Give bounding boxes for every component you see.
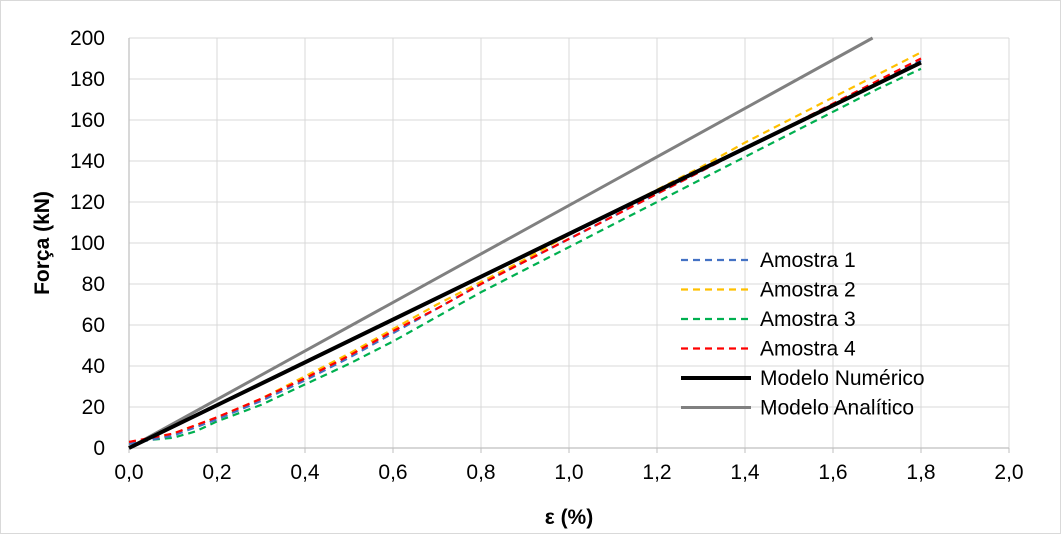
y-tick-label: 100 bbox=[70, 232, 105, 255]
x-tick-label: 0,2 bbox=[202, 461, 231, 484]
y-tick-label: 40 bbox=[82, 355, 105, 378]
x-tick-label: 1,4 bbox=[730, 461, 760, 484]
y-tick-label: 0 bbox=[93, 437, 105, 460]
x-tick-label: 0,8 bbox=[466, 461, 495, 484]
x-tick-label: 2,0 bbox=[994, 461, 1023, 484]
y-tick-label: 60 bbox=[82, 314, 105, 337]
x-tick-labels: 0,0 0,2 0,4 0,6 0,8 1,0 1,2 1,4 1,6 1,8 2,0 bbox=[114, 461, 1023, 484]
legend-label: Amostra 1 bbox=[760, 249, 856, 272]
y-tick-label: 160 bbox=[70, 109, 105, 132]
y-tick-labels: 0 20 40 60 80 100 120 140 160 180 200 bbox=[70, 27, 105, 460]
y-tick-label: 120 bbox=[70, 191, 105, 214]
x-tick-label: 0,4 bbox=[290, 461, 320, 484]
legend-label: Amostra 2 bbox=[760, 279, 856, 302]
x-tick-label: 0,6 bbox=[378, 461, 407, 484]
series-line-amostra-2 bbox=[128, 51, 922, 445]
y-tick-label: 140 bbox=[70, 150, 105, 173]
y-axis-title: Força (kN) bbox=[31, 191, 54, 295]
y-tick-label: 20 bbox=[82, 396, 105, 419]
series-line-amostra-3 bbox=[128, 67, 922, 443]
series-line-modelo-num-rico bbox=[128, 60, 922, 450]
y-tick-label: 180 bbox=[70, 68, 105, 91]
y-tick-label: 80 bbox=[82, 273, 105, 296]
series-lines bbox=[128, 36, 922, 450]
axes bbox=[128, 38, 1010, 453]
legend-label: Amostra 4 bbox=[760, 338, 856, 361]
legend: Amostra 1 Amostra 2 Amostra 3 Amostra 4 Mode… bbox=[681, 249, 925, 420]
x-tick-label: 1,2 bbox=[642, 461, 671, 484]
x-tick-label: 1,0 bbox=[554, 461, 583, 484]
legend-label: Modelo Analítico bbox=[760, 397, 914, 420]
x-axis-title: ε (%) bbox=[545, 506, 593, 529]
x-tick-label: 1,6 bbox=[818, 461, 847, 484]
grid-lines bbox=[129, 37, 1010, 448]
legend-label: Amostra 3 bbox=[760, 308, 856, 331]
series-line-modelo-anal-tico bbox=[128, 36, 874, 450]
y-tick-label: 200 bbox=[70, 27, 105, 50]
legend-label: Modelo Numérico bbox=[760, 367, 925, 390]
x-tick-label: 0,0 bbox=[114, 461, 143, 484]
x-tick-label: 1,8 bbox=[906, 461, 935, 484]
